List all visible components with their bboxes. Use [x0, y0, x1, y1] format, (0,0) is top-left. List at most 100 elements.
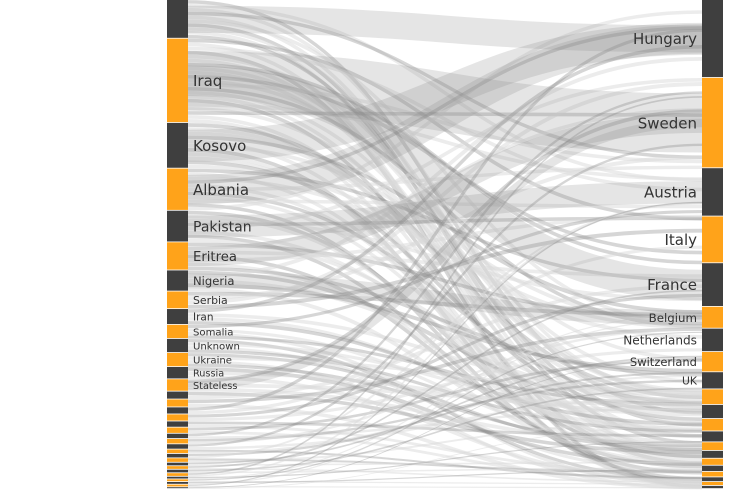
destination-bar-france[interactable]: [702, 263, 723, 306]
origin-bar-pakistan[interactable]: [167, 210, 188, 242]
origin-bar-19[interactable]: [167, 427, 188, 433]
destination-bar-netherlands[interactable]: [702, 328, 723, 352]
origin-bar-somalia[interactable]: [167, 324, 188, 339]
flow-link-137: [187, 201, 703, 486]
destination-bar-sweden[interactable]: [702, 77, 723, 168]
flow-link-36: [187, 143, 703, 326]
destination-label-uk: UK: [682, 375, 698, 388]
destination-bar-italy[interactable]: [702, 216, 723, 263]
destination-bar-hungary[interactable]: [702, 0, 723, 78]
origin-bar-russia[interactable]: [167, 366, 188, 379]
flow-link-75: [187, 82, 703, 305]
origin-bar-30[interactable]: [167, 476, 188, 479]
flow-link-87: [187, 346, 703, 473]
destination-bar-18[interactable]: [702, 477, 723, 482]
origin-bar-albania[interactable]: [167, 168, 188, 210]
origin-bar-18[interactable]: [167, 421, 188, 427]
destination-bar-13[interactable]: [702, 442, 723, 451]
flow-link-138: [187, 486, 703, 489]
destination-bar-20[interactable]: [702, 485, 723, 489]
flow-link-125: [187, 289, 703, 468]
destination-bar-9[interactable]: [702, 389, 723, 405]
destination-label-column: Hungary Sweden Austria Italy France Belgium Ne…: [623, 30, 698, 387]
flow-link-119: [187, 371, 703, 456]
destination-bar-uk[interactable]: [702, 372, 723, 389]
origin-bar-kosovo[interactable]: [167, 122, 188, 168]
flow-link-12: [187, 46, 703, 192]
destination-bar-19[interactable]: [702, 481, 723, 486]
flow-link-62: [187, 108, 703, 251]
flow-stream-1-1: [187, 51, 703, 153]
flow-link-100: [187, 284, 703, 400]
origin-bar-eritrea[interactable]: [167, 242, 188, 270]
flow-link-135: [187, 469, 703, 484]
origin-bar-31[interactable]: [167, 479, 188, 482]
origin-bar-29[interactable]: [167, 473, 188, 476]
origin-bar-34[interactable]: [167, 487, 188, 489]
origin-label-iran: Iran: [193, 312, 214, 324]
origin-bar-14[interactable]: [167, 391, 188, 399]
origin-bar-serbia[interactable]: [167, 291, 188, 309]
origin-bar-unknown[interactable]: [167, 338, 188, 353]
destination-bar-11[interactable]: [702, 418, 723, 431]
flow-link-78: [187, 313, 703, 397]
flow-link-136: [187, 319, 703, 485]
flow-link-21: [187, 82, 703, 164]
destination-label-belgium: Belgium: [649, 311, 697, 325]
origin-bar-17[interactable]: [167, 414, 188, 421]
destination-bar-austria[interactable]: [702, 168, 723, 216]
flow-link-1: [187, 4, 703, 182]
flow-link-103: [187, 28, 703, 411]
destination-label-netherlands: Netherlands: [623, 334, 697, 348]
origin-label-nigeria: Nigeria: [193, 274, 234, 288]
origin-bar-25[interactable]: [167, 458, 188, 462]
destination-bar-14[interactable]: [702, 450, 723, 458]
origin-bar-28[interactable]: [167, 469, 188, 473]
origin-bar-23[interactable]: [167, 449, 188, 454]
destination-bar-belgium[interactable]: [702, 306, 723, 328]
origin-bar-iran[interactable]: [167, 309, 188, 325]
destination-bar-column: [702, 0, 723, 489]
destination-bar-15[interactable]: [702, 458, 723, 465]
flow-link-115: [187, 143, 703, 447]
flow-stream-6-5: [187, 273, 703, 326]
destination-bar-16[interactable]: [702, 465, 723, 472]
destination-bar-12[interactable]: [702, 431, 723, 442]
flow-link-134: [187, 480, 703, 485]
flow-stream-13-1: [187, 118, 703, 390]
destination-label-france: France: [647, 276, 697, 294]
origin-bar-15[interactable]: [167, 399, 188, 407]
flow-link-52: [187, 10, 703, 211]
origin-bar-iraq[interactable]: [167, 38, 188, 123]
flow-link-105: [187, 293, 703, 418]
destination-bar-10[interactable]: [702, 404, 723, 419]
destination-label-sweden: Sweden: [638, 114, 697, 132]
origin-bar-27[interactable]: [167, 466, 188, 469]
origin-bar-16[interactable]: [167, 407, 188, 414]
flow-link-20: [187, 78, 703, 361]
flow-link-60: [187, 238, 703, 408]
flow-link-132: [187, 313, 703, 480]
flow-link-13: [187, 50, 703, 489]
flow-link-111: [187, 91, 703, 437]
origin-bar-stateless[interactable]: [167, 379, 188, 391]
origin-bar-26[interactable]: [167, 462, 188, 466]
origin-label-russia: Russia: [193, 369, 224, 380]
flow-link-34: [187, 135, 703, 314]
origin-label-unknown: Unknown: [193, 341, 240, 352]
origin-bar-0[interactable]: [167, 0, 188, 38]
origin-bar-22[interactable]: [167, 444, 188, 449]
destination-bar-switzerland[interactable]: [702, 351, 723, 372]
origin-bar-24[interactable]: [167, 453, 188, 458]
origin-bar-ukraine[interactable]: [167, 352, 188, 367]
flow-link-63: [187, 250, 703, 278]
flow-link-123: [187, 355, 703, 465]
origin-bar-32[interactable]: [167, 481, 188, 484]
origin-bar-21[interactable]: [167, 438, 188, 444]
flow-link-118: [187, 375, 703, 454]
origin-bar-33[interactable]: [167, 484, 188, 487]
destination-bar-17[interactable]: [702, 471, 723, 477]
origin-bar-nigeria[interactable]: [167, 270, 188, 291]
origin-bar-20[interactable]: [167, 433, 188, 439]
